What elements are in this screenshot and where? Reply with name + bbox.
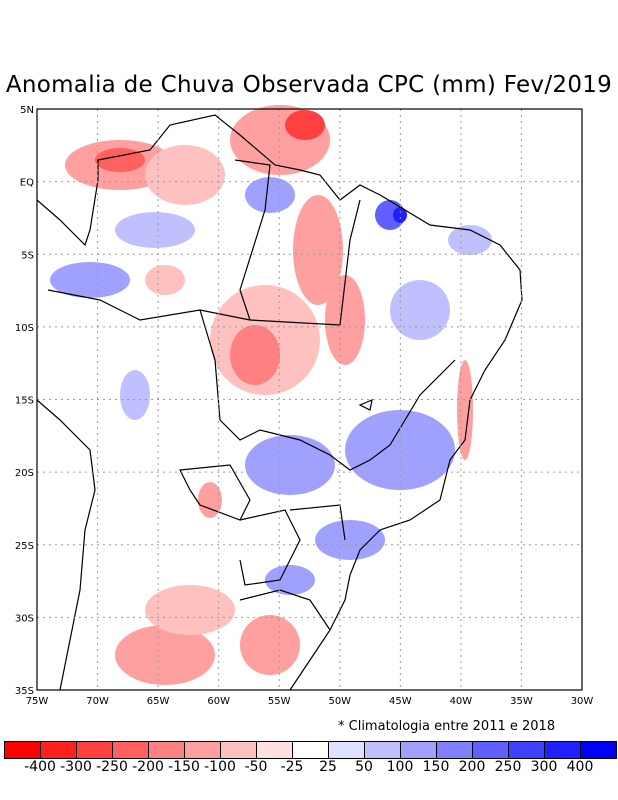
lon-label: 30W [571,696,594,707]
lon-label: 65W [147,696,170,707]
lon-label: 50W [328,696,351,707]
lat-label: 10S [15,323,34,334]
colorbar-swatch [473,742,509,758]
colorbar-label: 25 [319,759,337,775]
lon-label: 75W [26,696,49,707]
lon-label: 40W [450,696,473,707]
colorbar-label: 100 [386,759,414,775]
lat-label: 15S [15,396,34,407]
lon-label: 60W [207,696,230,707]
colorbar-swatch [257,742,293,758]
map-title: Anomalia de Chuva Observada CPC (mm) Fev… [5,72,613,98]
colorbar-swatch [293,742,329,758]
lat-label: 20S [15,468,34,479]
colorbar-swatch [437,742,473,758]
colorbar-swatch [329,742,365,758]
colorbar-label: 300 [530,759,558,775]
lon-label: 55W [268,696,291,707]
precipitation-anomaly-map: 75W 70W 65W 60W 55W 50W 45W 40W 35W 30W 5N EQ 5S 10S 1… [15,105,594,707]
lat-label: 25S [15,541,34,552]
colorbar-label: -200 [132,759,164,775]
colorbar-label: -25 [280,759,304,775]
colorbar-swatch [41,742,77,758]
lat-label: 5S [21,250,34,261]
lat-label: 5N [20,105,34,116]
colorbar-label: -250 [96,759,128,775]
colorbar-swatch [185,742,221,758]
lat-lon-grid [37,109,582,690]
lon-label: 45W [389,696,412,707]
colorbar-label: -150 [168,759,200,775]
colorbar-swatch [77,742,113,758]
lat-label: EQ [20,178,34,189]
colorbar-label: 400 [566,759,594,775]
colorbar-swatch [365,742,401,758]
colorbar-label: -100 [204,759,236,775]
colorbar-label: 150 [422,759,450,775]
colorbar-label: -300 [60,759,92,775]
colorbar-label: 250 [494,759,522,775]
map-frame [36,108,583,691]
lon-label: 70W [86,696,109,707]
colorbar-swatch [581,742,616,758]
colorbar-labels: -400 -300 -250 -200 -150 -100 -50 -25 25 50 100 150… [0,759,618,779]
lat-label: 35S [15,686,34,697]
colorbar [4,741,617,759]
lat-label: 30S [15,613,34,624]
colorbar-swatch [113,742,149,758]
lon-label: 35W [510,696,533,707]
colorbar-label: 200 [458,759,486,775]
colorbar-label: -50 [244,759,268,775]
colorbar-swatch [509,742,545,758]
colorbar-swatch [401,742,437,758]
colorbar-label: 50 [355,759,373,775]
colorbar-swatch [149,742,185,758]
anomaly-fields [50,105,492,685]
colorbar-label: -400 [24,759,56,775]
colorbar-swatch [221,742,257,758]
climatology-note: * Climatologia entre 2011 e 2018 [338,719,556,734]
colorbar-swatch [545,742,581,758]
colorbar-swatch [5,742,41,758]
